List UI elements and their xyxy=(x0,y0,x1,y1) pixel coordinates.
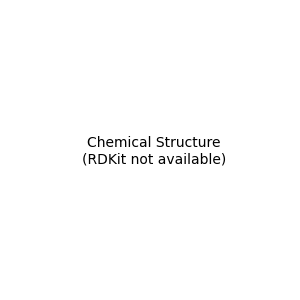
Text: Chemical Structure
(RDKit not available): Chemical Structure (RDKit not available) xyxy=(82,136,226,166)
